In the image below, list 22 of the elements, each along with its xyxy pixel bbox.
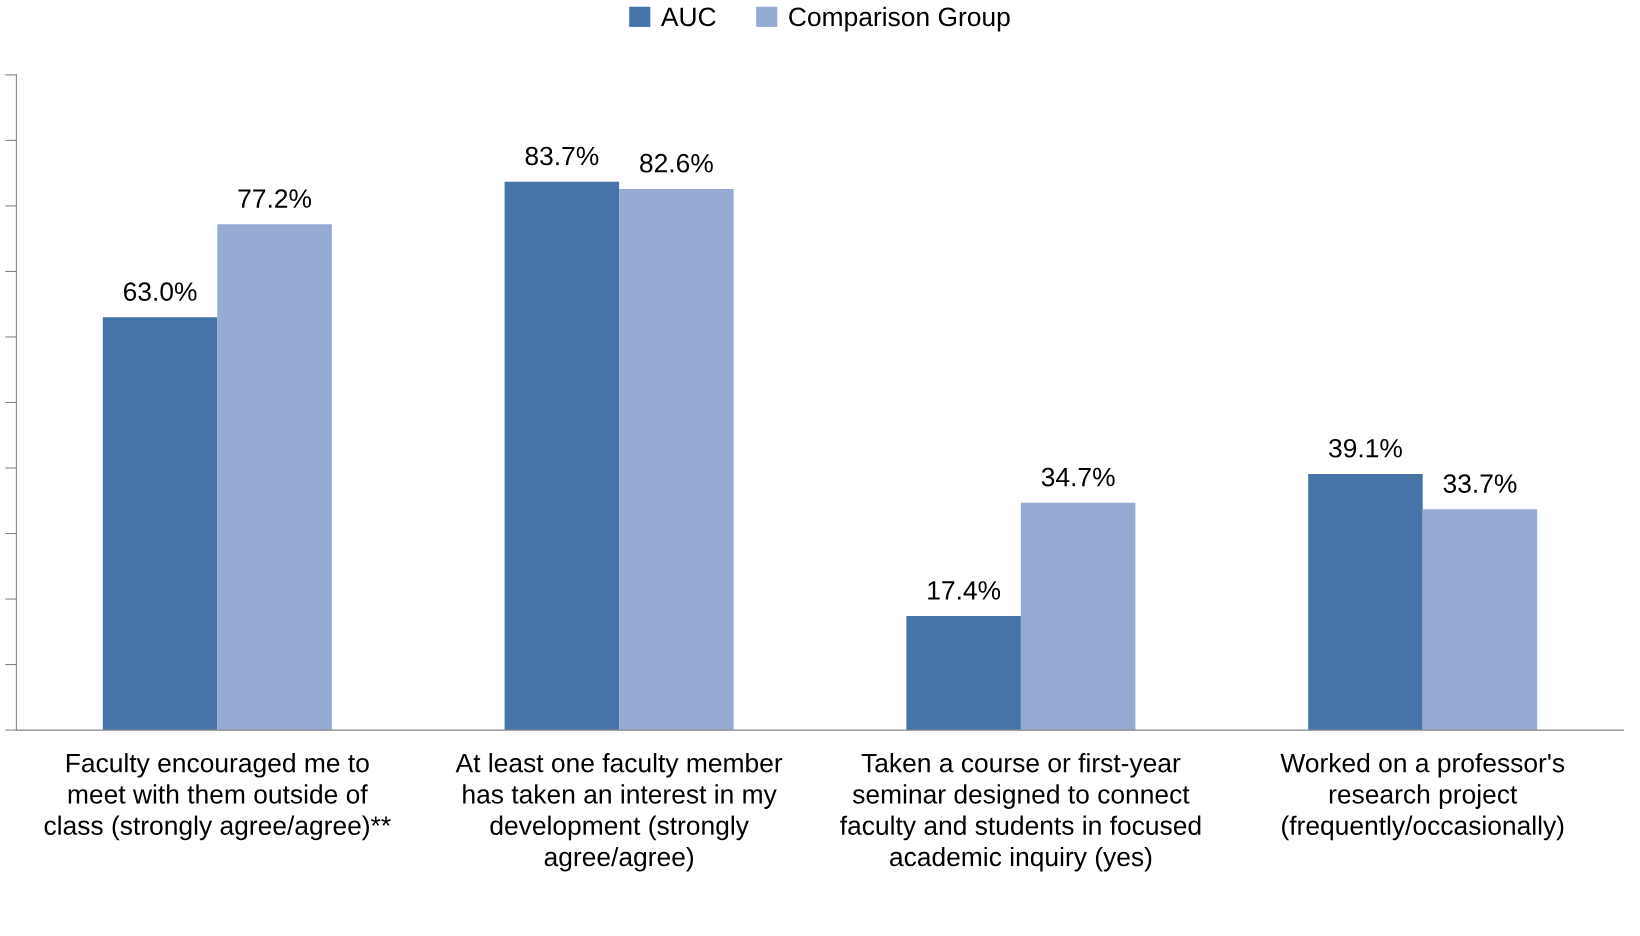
bar bbox=[1422, 509, 1538, 731]
bar bbox=[504, 181, 620, 731]
x-tick-label: Taken a course or first-year seminar designed to connect faculty and students in focused academic inquiry (yes) bbox=[840, 753, 1201, 872]
bar bbox=[102, 317, 218, 731]
bar bbox=[619, 188, 734, 731]
bar bbox=[1308, 473, 1423, 731]
x-tick-label: At least one faculty member has taken an interest in my development (strongly agree/agree) bbox=[455, 753, 783, 872]
data-label: 77.2% bbox=[238, 189, 312, 208]
bar bbox=[1020, 502, 1136, 731]
legend-label: Comparison Group bbox=[789, 6, 1010, 32]
x-tick-label: Worked on a professor's research project (frequently/occasionally) bbox=[1280, 753, 1565, 841]
bar bbox=[906, 616, 1021, 731]
data-label: 34.7% bbox=[1041, 467, 1115, 487]
data-label: 33.7% bbox=[1443, 474, 1517, 493]
data-label: 39.1% bbox=[1329, 438, 1402, 458]
x-tick-label: Faculty encouraged me to meet with them outside of class (strongly agree/agree)** bbox=[44, 753, 391, 841]
data-label: 17.4% bbox=[928, 581, 1001, 600]
legend-label: AUC bbox=[660, 7, 716, 27]
data-label: 82.6% bbox=[640, 153, 713, 173]
data-label: 63.0% bbox=[123, 282, 197, 301]
bar bbox=[217, 224, 332, 731]
data-label: 83.7% bbox=[525, 146, 599, 166]
